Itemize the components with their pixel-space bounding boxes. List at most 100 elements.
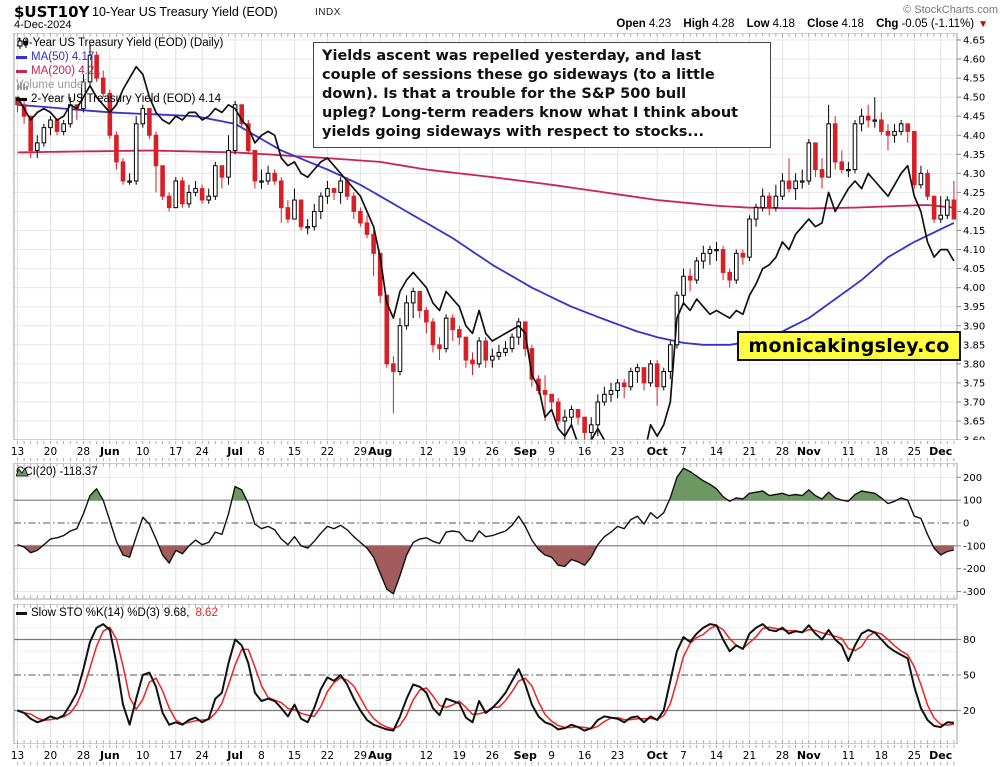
candle-body [153,134,159,167]
candle-body [54,119,60,132]
candle-body [872,119,878,122]
candle-body [760,195,765,209]
candle-body [371,233,376,254]
candle-body [430,321,436,346]
x-axis-label: 15 [288,750,301,762]
legend-item-ma200: MA(200) 4.21 [16,64,223,78]
y-axis-label: 3.90 [963,321,985,332]
candle-body [298,199,304,228]
x-axis-bottom: 13 20 28 Jun 10 17 24 Jul 8 15 22 29 Aug 12 19 26 Sep 9 16… [11,745,955,765]
candle-body [905,123,911,132]
x-axis-label: 18 [875,750,888,762]
candle-body [582,416,587,433]
x-axis-label: Aug [368,749,392,762]
candle-body [786,180,792,190]
y-axis-label: 4.15 [963,226,985,237]
y-axis-label: 4.50 [963,93,985,104]
x-axis-label: Sep [514,749,537,762]
x-axis-label: 29 [354,750,367,762]
y-axis-label: -100 [963,541,986,552]
candle-body [100,77,106,94]
y-axis-label: 4.05 [963,264,985,275]
x-axis-label: 19 [453,446,466,458]
candle-body [503,348,508,353]
y-axis-label: 4.65 [963,36,985,47]
candle-body [48,119,53,129]
change-value: -0.05 (-1.11%) [901,18,975,30]
cci-indicator-panel: 200 100 0 -100 -200 -300 [13,463,986,600]
candle-body [628,370,634,388]
candle-body [358,210,363,224]
chart-date: 4-Dec-2024 [14,19,72,31]
x-axis-label: Nov [797,749,822,762]
candle-body [931,195,937,220]
candle-body [740,252,746,258]
candle-body [826,123,831,178]
x-axis-label: 17 [169,750,182,762]
candle-body [186,191,192,205]
candle-body [714,249,719,252]
candle-body [806,142,812,182]
x-axis-label: 26 [486,750,500,762]
y-axis-label: 4.60 [963,55,985,66]
x-axis-label: Dec [929,749,952,762]
y-axis-label: -200 [963,564,986,575]
symbol-name: 10-Year US Treasury Yield (EOD) [92,5,278,19]
candle-body [707,249,713,254]
candle-body [885,130,891,136]
legend-item-2y: 2-Year US Treasury Yield (EOD) 4.14 [16,92,223,106]
y-axis-label: -300 [963,587,986,598]
x-axis-label: 19 [453,750,466,762]
candle-body [443,317,449,350]
candle-body [265,172,271,182]
x-axis-label: 24 [195,446,209,458]
candle-body [476,340,482,365]
x-axis-label: 10 [136,750,149,762]
cci-oversold-fill [364,545,412,594]
candle-body [846,169,851,172]
candle-body [654,363,660,388]
x-axis-label: 8 [258,750,265,762]
cci-legend-label: CCI(20) -118.37 [16,466,98,478]
y-axis-label: 3.80 [963,359,985,370]
candle-body [311,210,317,228]
high-label: High [683,18,709,30]
candle-body [733,252,739,281]
candle-body [615,382,620,392]
x-axis-label: 11 [842,750,855,762]
candle-body [661,370,667,388]
high-value: 4.28 [711,18,735,30]
x-axis-label: 12 [420,446,433,458]
stockcharts-credit: © StockCharts.com [903,4,998,16]
cci-area-icon [16,467,29,477]
candle-body [331,188,337,193]
cci-line [17,467,955,595]
candle-body [509,336,515,350]
legend-item-volume: Volume undef [16,78,223,92]
candle-body [173,180,179,209]
x-axis-label: 12 [420,750,433,762]
candle-body [938,214,944,220]
open-label: Open [616,18,646,30]
candle-body [608,390,614,395]
ma50-line [17,103,955,346]
candle-body [199,188,205,201]
candle-body [859,115,864,125]
candle-body [107,92,113,136]
candle-body [925,172,930,197]
candle-body [912,130,917,186]
x-axis-label: 13 [11,446,24,458]
candle-body [252,149,258,182]
x-axis-label: 20 [44,446,57,458]
annotation-line: down). Is that a trouble for the S&P 500… [322,86,687,102]
candle-body [457,329,462,338]
candle-body [259,180,264,183]
x-axis-label: 9 [548,446,555,458]
candle-body [681,275,686,296]
x-axis-label: 28 [776,446,789,458]
x-axis-label: 7 [680,446,687,458]
candle-body [463,336,469,361]
candle-body [879,119,884,132]
candle-body [226,149,231,178]
candle-body [549,393,554,403]
